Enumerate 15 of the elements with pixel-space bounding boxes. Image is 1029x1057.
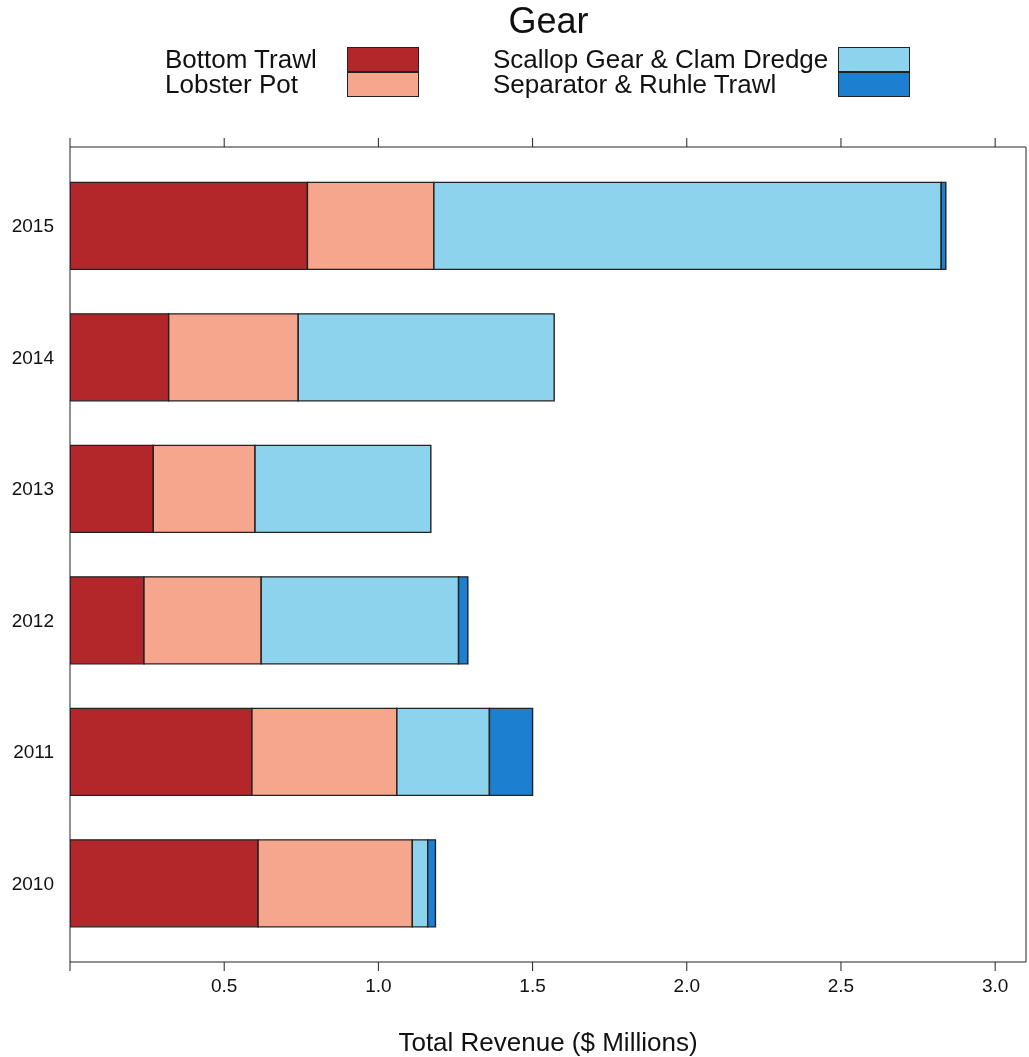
legend-label: Scallop Gear & Clam Dredge [493, 44, 829, 74]
x-tick-label: 2.0 [673, 975, 700, 997]
x-axis-title: Total Revenue ($ Millions) [398, 1027, 698, 1057]
x-tick-label: 2.5 [827, 975, 855, 997]
x-tick-label: 0.5 [210, 975, 238, 997]
y-tick-label: 2013 [11, 478, 54, 500]
y-tick-label: 2014 [11, 346, 55, 368]
x-tick-label: 1.5 [519, 975, 546, 997]
y-tick-label: 2010 [11, 872, 54, 894]
y-tick-label: 2011 [13, 741, 54, 763]
x-tick-label: 1.0 [365, 975, 392, 997]
y-tick-label: 2015 [11, 215, 54, 237]
y-tick-label: 2012 [11, 609, 54, 631]
x-tick-label: 3.0 [981, 975, 1009, 997]
legend-title: Gear [507, 0, 590, 42]
